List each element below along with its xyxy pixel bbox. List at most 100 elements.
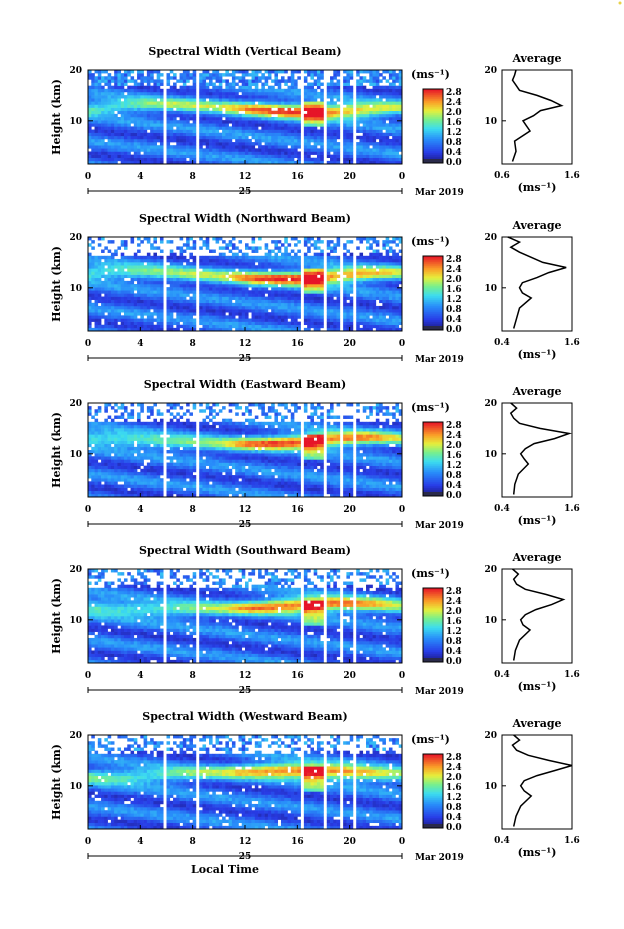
- heatmap-cell: [264, 98, 269, 102]
- heatmap-cell: [173, 280, 177, 285]
- heatmap-cell: [228, 249, 233, 253]
- heatmap-cell: [320, 73, 324, 77]
- heatmap-cell: [316, 123, 321, 127]
- heatmap-cell: [356, 327, 360, 332]
- heatmap-cell: [349, 113, 354, 118]
- heatmap-cell: [336, 120, 341, 124]
- heatmap-cell: [173, 76, 177, 80]
- heatmap-cell: [382, 117, 386, 121]
- heatmap-cell: [192, 309, 197, 313]
- heatmap-cell: [294, 258, 298, 263]
- heatmap-cell: [176, 142, 180, 146]
- heatmap-cell: [261, 305, 265, 310]
- heatmap-cell: [349, 123, 354, 127]
- heatmap-cell: [395, 290, 400, 294]
- heatmap-cell: [261, 293, 265, 297]
- heatmap-cell: [91, 462, 95, 466]
- heatmap-cell: [179, 268, 184, 272]
- heatmap-cell: [169, 101, 174, 105]
- heatmap-cell: [343, 129, 347, 133]
- heatmap-cell: [215, 324, 220, 329]
- heatmap-cell: [349, 277, 354, 282]
- colorbar-segment: [423, 105, 443, 108]
- heatmap-cell: [153, 145, 157, 149]
- heatmap-cell: [241, 91, 246, 96]
- heatmap-cell: [392, 157, 396, 162]
- heatmap-cell: [88, 443, 92, 448]
- heatmap-cell: [238, 315, 243, 319]
- colorbar-tick-label: 2.0: [446, 108, 462, 118]
- heatmap-cell: [222, 274, 226, 279]
- heatmap-cell: [110, 280, 115, 285]
- heatmap-cell: [356, 98, 360, 102]
- heatmap-cell: [130, 274, 135, 279]
- heatmap-cell: [169, 277, 174, 282]
- heatmap-cell: [123, 104, 128, 108]
- heatmap-cell: [156, 255, 161, 260]
- heatmap-cell: [330, 117, 334, 121]
- heatmap-cell: [110, 252, 115, 257]
- heatmap-cell: [120, 117, 125, 121]
- heatmap-cell: [356, 302, 360, 307]
- heatmap-cell: [101, 110, 105, 115]
- heatmap-cell: [366, 299, 370, 304]
- heatmap-cell: [349, 318, 354, 322]
- heatmap-cell: [392, 240, 396, 244]
- heatmap-cell: [94, 107, 99, 112]
- heatmap-cell: [290, 91, 295, 96]
- heatmap-cell: [176, 302, 180, 307]
- heatmap-cell: [307, 117, 311, 121]
- heatmap-cell: [316, 85, 321, 90]
- heatmap-cell: [267, 249, 272, 253]
- heatmap-cell: [303, 274, 308, 279]
- heatmap-cell: [215, 79, 220, 83]
- heatmap-cell: [107, 91, 112, 96]
- heatmap-cell: [150, 302, 154, 307]
- heatmap-cell: [379, 79, 383, 83]
- heatmap-cell: [379, 154, 383, 159]
- heatmap-cell: [231, 271, 236, 275]
- heatmap-cell: [215, 107, 220, 112]
- heatmap-cell: [261, 129, 265, 133]
- heatmap-cell: [146, 117, 151, 121]
- heatmap-cell: [254, 246, 259, 250]
- heatmap-cell: [218, 82, 223, 86]
- heatmap-cell: [238, 305, 243, 310]
- heatmap-cell: [104, 157, 108, 162]
- heatmap-cell: [97, 126, 102, 130]
- heatmap-cell: [326, 145, 331, 149]
- heatmap-cell: [261, 277, 265, 282]
- heatmap-cell: [320, 132, 324, 137]
- heatmap-cell: [120, 142, 125, 146]
- heatmap-cell: [189, 73, 193, 77]
- heatmap-cell: [104, 293, 108, 297]
- heatmap-cell: [349, 252, 354, 257]
- heatmap-cell: [398, 76, 403, 80]
- heatmap-cell: [123, 240, 128, 244]
- heatmap-cell: [186, 302, 190, 307]
- heatmap-cell: [120, 324, 125, 329]
- heatmap-cell: [186, 76, 190, 80]
- heatmap-cell: [379, 315, 383, 319]
- heatmap-cell: [189, 287, 193, 291]
- heatmap-cell: [123, 160, 128, 165]
- heatmap-cell: [372, 95, 377, 99]
- heatmap-cell: [294, 243, 298, 247]
- heatmap-cell: [231, 120, 236, 124]
- heatmap-cell: [110, 321, 115, 326]
- heatmap-cell: [212, 302, 216, 307]
- heatmap-cell: [225, 104, 229, 108]
- heatmap-cell: [101, 157, 105, 162]
- heatmap-cell: [294, 274, 298, 279]
- heatmap-cell: [379, 117, 383, 121]
- heatmap-cell: [303, 312, 308, 316]
- heatmap-cell: [107, 287, 112, 291]
- heatmap-cell: [320, 293, 324, 297]
- heatmap-cell: [235, 252, 239, 257]
- heatmap-cell: [225, 142, 229, 146]
- heatmap-cell: [186, 148, 190, 152]
- heatmap-cell: [169, 290, 174, 294]
- heatmap-cell: [320, 287, 324, 291]
- heatmap-cell: [176, 154, 180, 159]
- heatmap-cell: [97, 95, 102, 99]
